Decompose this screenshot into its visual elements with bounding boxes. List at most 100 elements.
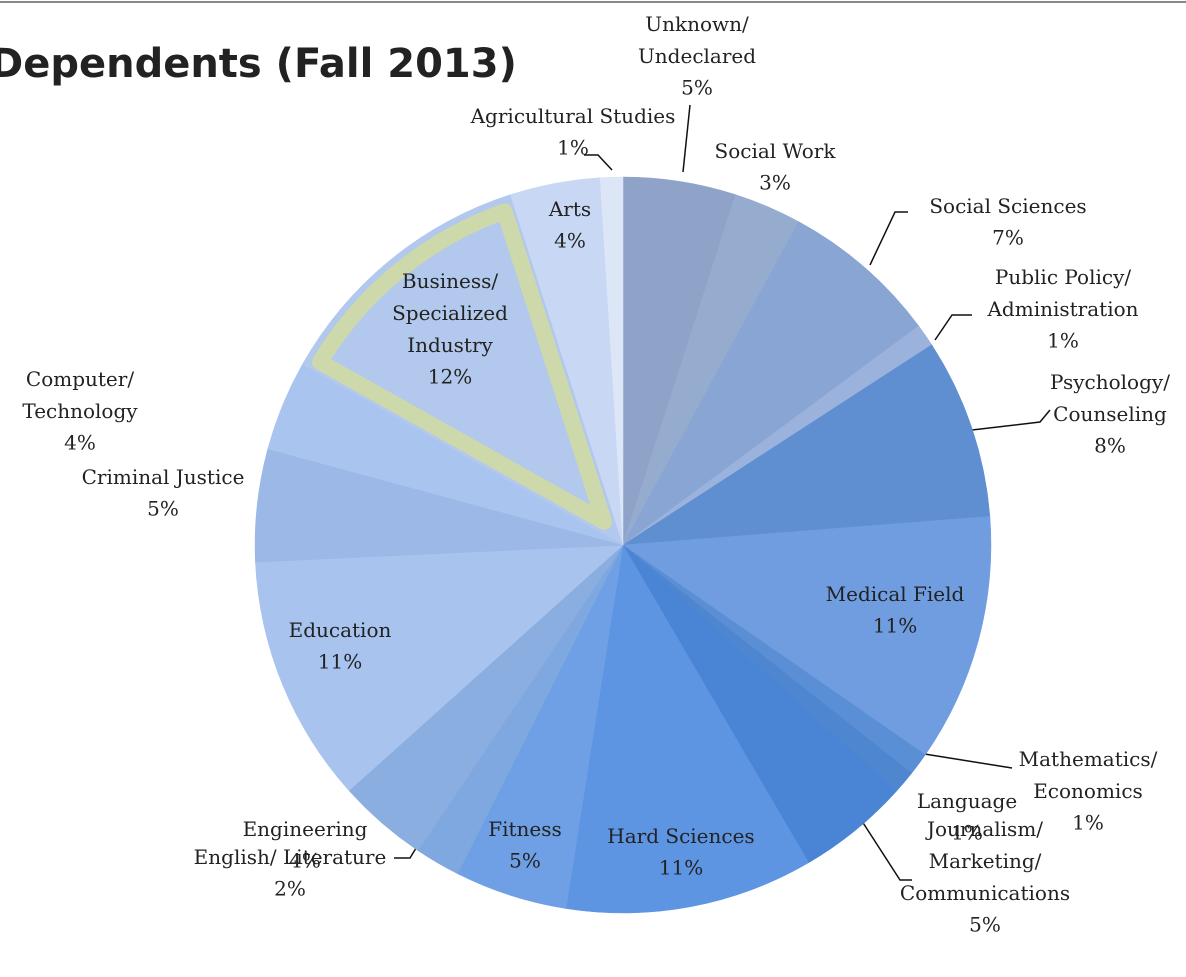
label-line: Psychology/	[1050, 370, 1170, 394]
pie-slice	[622, 516, 992, 756]
label-line: Technology	[22, 399, 138, 423]
label-line: Journalism/	[925, 817, 1043, 841]
leader-line	[584, 154, 613, 171]
label-line: Economics	[1033, 779, 1143, 803]
label-line: Undeclared	[638, 44, 756, 68]
label-line: Criminal Justice	[82, 465, 245, 489]
label-line: Industry	[407, 333, 493, 357]
label-line: Social Sciences	[929, 194, 1086, 218]
leader-line	[869, 211, 908, 266]
label-line: English/ Literature	[194, 845, 387, 869]
chart-title: Dependents (Fall 2013)	[0, 41, 517, 87]
slice-label: Agricultural Studies 1%	[470, 104, 676, 160]
label-line: Engineering	[243, 817, 368, 841]
slice-label: Fitness 5%	[488, 817, 562, 873]
slice-label: Social Sciences 7%	[929, 194, 1086, 250]
label-line: Administration	[986, 297, 1138, 321]
slice-label: Journalism/Marketing/Communications 5%	[900, 817, 1070, 937]
pie-slice	[565, 544, 809, 914]
label-line: Unknown/	[645, 12, 749, 36]
label-line: Business/	[402, 269, 498, 293]
slice-label: Medical Field 11%	[826, 582, 965, 638]
value-label: 4%	[554, 229, 586, 253]
slice-label: Arts 4%	[548, 197, 591, 253]
value-label: 8%	[1094, 434, 1126, 458]
label-line: Specialized	[392, 301, 508, 325]
label-line: Agricultural Studies	[470, 104, 676, 128]
slice-label: Public Policy/Administration 1%	[986, 265, 1138, 353]
value-label: 5%	[147, 497, 179, 521]
category-label: Fitness	[488, 817, 562, 841]
value-label: 1%	[557, 136, 589, 160]
pie-slice	[622, 344, 991, 546]
slice-label: Unknown/Undeclared 5%	[638, 12, 756, 100]
value-label: 5%	[969, 913, 1001, 937]
value-label: 1%	[951, 821, 983, 845]
category-label: Arts	[548, 197, 591, 221]
slice-label: Social Work 3%	[715, 139, 837, 195]
value-label: 4%	[64, 431, 96, 455]
category-label: Public Policy/Administration	[986, 265, 1138, 321]
category-label: Criminal Justice	[82, 465, 245, 489]
value-label: 2%	[274, 877, 306, 901]
slice-label: Computer/Technology 4%	[22, 367, 138, 455]
value-label: 11%	[873, 614, 917, 638]
category-label: English/ Literature	[194, 845, 387, 869]
category-label: Unknown/Undeclared	[638, 12, 756, 68]
category-label: Journalism/Marketing/Communications	[900, 817, 1070, 905]
value-label: 11%	[659, 856, 703, 880]
category-label: Psychology/Counseling	[1050, 370, 1170, 426]
label-line: Marketing/	[929, 849, 1042, 873]
leader-line	[971, 409, 1051, 431]
leader-line	[934, 314, 972, 341]
value-label: 7%	[992, 226, 1024, 250]
slice-label: Language 1%	[917, 789, 1017, 845]
category-label: Business/Specialized Industry	[392, 269, 508, 357]
label-line: Education	[289, 618, 392, 642]
category-label: Engineering	[243, 817, 368, 841]
label-line: Social Work	[715, 139, 837, 163]
label-line: Communications	[900, 881, 1070, 905]
value-label: 11%	[318, 650, 362, 674]
value-label: 4%	[289, 849, 321, 873]
category-label: Social Work	[715, 139, 837, 163]
slice-label: Engineering 4%	[243, 817, 368, 873]
category-label: Computer/Technology	[22, 367, 138, 423]
slice-label: Hard Sciences 11%	[607, 824, 754, 880]
slice-label: English/ Literature 2%	[194, 845, 387, 901]
value-label: 5%	[509, 849, 541, 873]
leader-line	[857, 814, 912, 881]
slice-label: Mathematics/Economics 1%	[1019, 747, 1158, 835]
pie	[254, 176, 992, 914]
category-label: Mathematics/Economics	[1019, 747, 1158, 803]
value-label: 12%	[428, 365, 472, 389]
category-label: Social Sciences	[929, 194, 1086, 218]
pie-slice	[622, 221, 920, 546]
leader-line	[911, 751, 1013, 769]
label-line: Language	[917, 789, 1017, 813]
category-label: Agricultural Studies	[470, 104, 676, 128]
label-line: Medical Field	[826, 582, 965, 606]
slice-highlight	[311, 203, 613, 530]
value-label: 5%	[681, 76, 713, 100]
value-label: 3%	[759, 171, 791, 195]
label-line: Mathematics/	[1019, 747, 1158, 771]
pie-slice	[255, 544, 624, 792]
pie-slice	[599, 176, 624, 546]
slice-label: Education 11%	[289, 618, 392, 674]
value-label: 1%	[1072, 811, 1104, 835]
category-label: Language	[917, 789, 1017, 813]
label-line: Fitness	[488, 817, 562, 841]
value-label: 1%	[1047, 329, 1079, 353]
slice-label: Criminal Justice 5%	[82, 465, 245, 521]
slice-label: Business/Specialized Industry 12%	[392, 269, 508, 389]
label-line: Hard Sciences	[607, 824, 754, 848]
slice-label: Psychology/Counseling 8%	[1050, 370, 1170, 458]
label-line: Counseling	[1053, 402, 1167, 426]
label-line: Public Policy/	[995, 265, 1131, 289]
label-line: Arts	[548, 197, 591, 221]
leader-lines	[394, 104, 1051, 881]
label-line: Computer/	[26, 367, 134, 391]
category-label: Medical Field	[826, 582, 965, 606]
